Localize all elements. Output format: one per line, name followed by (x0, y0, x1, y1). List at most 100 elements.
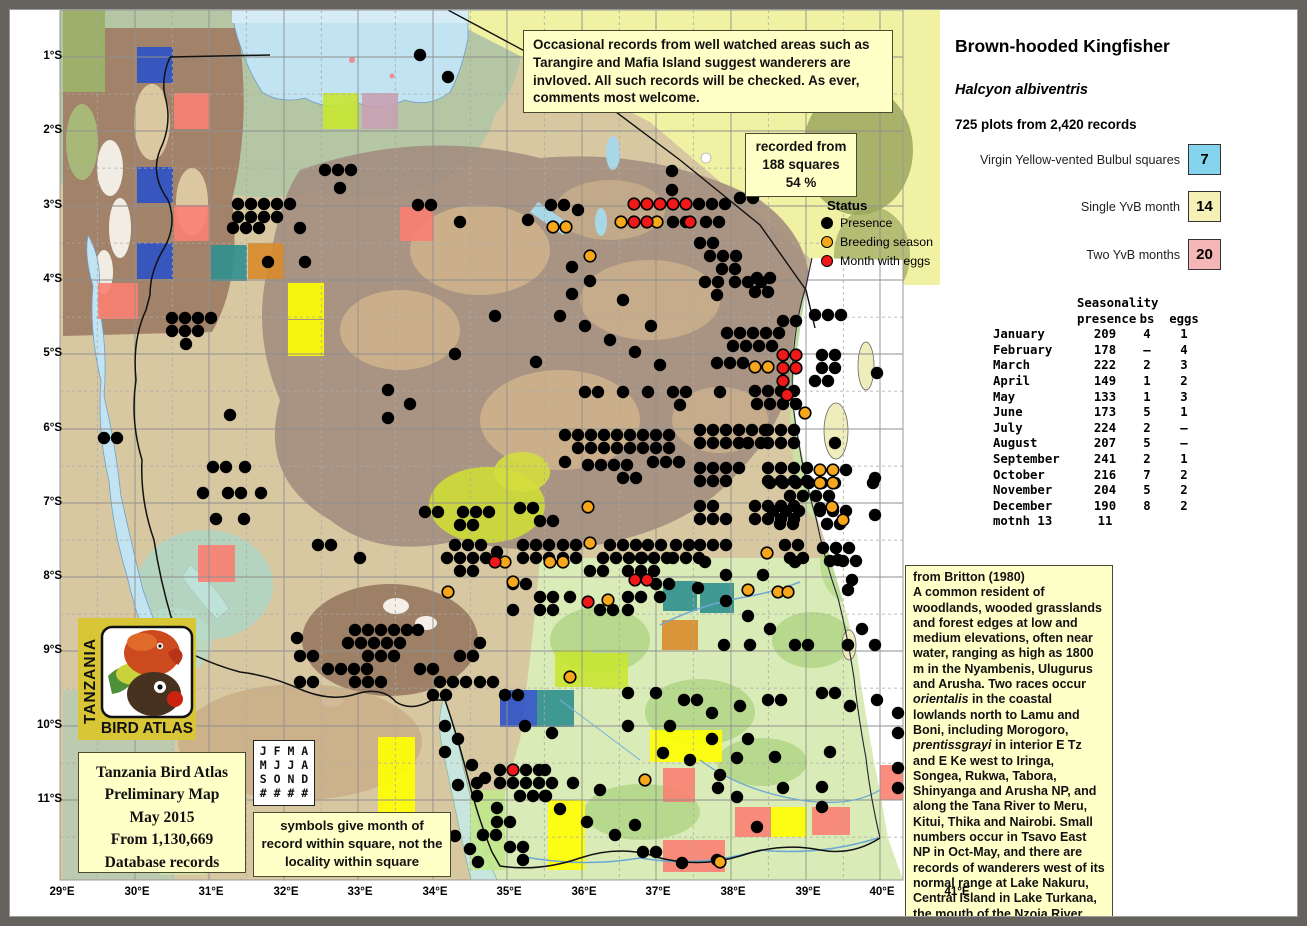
presence-dot (597, 428, 611, 442)
presence-dot (693, 512, 707, 526)
presence-dot (476, 828, 490, 842)
presence-dot (706, 461, 720, 475)
breeding-season-dot (760, 546, 774, 560)
presence-dot (711, 781, 725, 795)
presence-dot (636, 441, 650, 455)
eggs-cell: 2 (1180, 483, 1188, 498)
presence-dot (473, 636, 487, 650)
col-header-eggs: eggs (1169, 311, 1199, 326)
logo-bottom-text: BIRD ATLAS (101, 720, 193, 737)
presence-dot (616, 293, 630, 307)
eggs-cell: 4 (1180, 342, 1188, 357)
breeding-season-dot (441, 585, 455, 599)
seasonality-row: April 149 1 2 (993, 374, 1207, 390)
presence-dot (750, 271, 764, 285)
month-cell: February (993, 342, 1053, 357)
presence-dot (705, 732, 719, 746)
lon-tick-label: 41°E (944, 886, 970, 898)
presence-dot (439, 688, 453, 702)
presence-dot (741, 732, 755, 746)
atlas-square (98, 283, 138, 319)
presence-dot (786, 517, 800, 531)
presence-dot (649, 428, 663, 442)
presence-dot (387, 649, 401, 663)
stat-value-box: 14 (1188, 191, 1221, 222)
lat-tick-label: 4°S (43, 273, 62, 285)
presence-dot (519, 776, 533, 790)
presence-dot (663, 719, 677, 733)
atlas-square (548, 800, 585, 870)
stat-label: Single YvB month (1080, 199, 1180, 214)
presence-dot (261, 255, 275, 269)
presence-dot (748, 384, 762, 398)
presence-dot (321, 662, 335, 676)
presence-dot (469, 505, 483, 519)
presence-dot (571, 203, 585, 217)
month-with-eggs-dot (640, 215, 654, 229)
breeding-season-dot (638, 773, 652, 787)
presence-dot (538, 763, 552, 777)
presence-dot (776, 314, 790, 328)
presence-dot (486, 675, 500, 689)
presence-dot (719, 538, 733, 552)
presence-dot (609, 551, 623, 565)
bs-cell: 5 (1143, 405, 1151, 420)
presence-dot (526, 789, 540, 803)
presence-cell: 216 (1093, 467, 1117, 482)
presence-dot (578, 385, 592, 399)
presence-dot (761, 436, 775, 450)
presence-dot (516, 853, 530, 867)
presence-dot (693, 499, 707, 513)
atlas-square (537, 690, 574, 727)
month-cell: December (993, 498, 1053, 513)
presence-dot (823, 554, 837, 568)
presence-dot (662, 441, 676, 455)
presence-dot (438, 745, 452, 759)
presence-dot (603, 538, 617, 552)
presence-dot (891, 781, 905, 795)
presence-dot (836, 554, 850, 568)
presence-dot (792, 504, 806, 518)
lat-tick-label: 5°S (43, 347, 62, 359)
presence-dot (553, 309, 567, 323)
presence-dot (581, 458, 595, 472)
month-with-eggs-dot (776, 348, 790, 362)
presence-dot (607, 458, 621, 472)
legend-item-label: Presence (840, 215, 893, 230)
presence-dot (532, 776, 546, 790)
presence-dot (97, 431, 111, 445)
presence-dot (693, 461, 707, 475)
presence-dot (453, 564, 467, 578)
presence-cell: 178 (1093, 342, 1117, 357)
seasonality-table: Seasonality presence bs eggs January 209 4 1 Feb… (993, 296, 1207, 530)
eggs-dot-icon (821, 254, 833, 267)
presence-dot (891, 726, 905, 740)
presence-dot (616, 471, 630, 485)
presence-dot (413, 662, 427, 676)
presence-dot (816, 541, 830, 555)
presence-dot (656, 746, 670, 760)
presence-dot (441, 70, 455, 84)
presence-dot (776, 781, 790, 795)
lon-tick-label: 35°E (496, 886, 522, 898)
presence-dot (448, 347, 462, 361)
presence-dot (820, 517, 834, 531)
month-cell: motnh 13 (993, 514, 1053, 529)
stat-label: Two YvB months (1086, 247, 1180, 262)
presence-dot (672, 455, 686, 469)
atlas-square (400, 207, 434, 241)
presence-dot (451, 778, 465, 792)
seasonality-row: December 190 8 2 (993, 499, 1207, 515)
wanderers-note-box: Occasional records from well watched are… (523, 30, 893, 114)
presence-dot (666, 385, 680, 399)
seasonality-row: October 216 7 2 (993, 468, 1207, 484)
presence-dot (787, 436, 801, 450)
presence-dot (772, 326, 786, 340)
presence-dot (622, 551, 636, 565)
presence-dot (533, 514, 547, 528)
presence-dot (774, 436, 788, 450)
lon-tick-label: 39°E (795, 886, 821, 898)
presence-dot (558, 455, 572, 469)
presence-dot (763, 271, 777, 285)
presence-dot (748, 499, 762, 513)
